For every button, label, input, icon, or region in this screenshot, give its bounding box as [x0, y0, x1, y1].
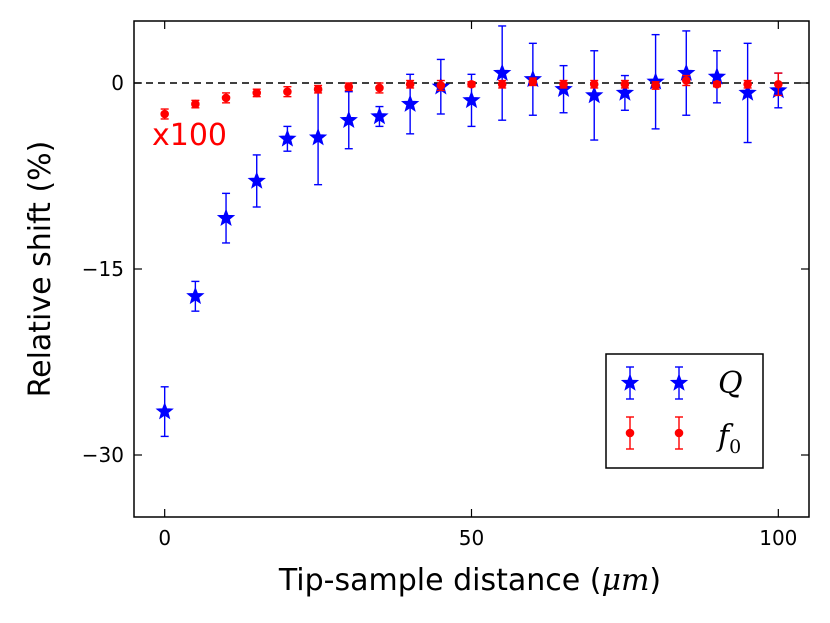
series-f0	[160, 72, 783, 120]
data-point-star	[615, 83, 635, 101]
data-point-circle	[559, 79, 568, 89]
x-axis-label-unit: μm	[601, 563, 649, 598]
legend-label-q: Q	[718, 366, 743, 401]
legend-label-f0-sub: 0	[729, 436, 741, 458]
tick-labels: 0 50 100 0 −15 −30	[82, 71, 798, 550]
data-point-circle	[252, 88, 262, 98]
data-point-circle	[774, 79, 783, 89]
y-axis-label: Relative shift (%)	[23, 141, 58, 398]
data-point-circle	[375, 83, 384, 93]
x-axis-label: Tip-sample distance (μm)	[278, 563, 661, 598]
data-point-star	[493, 63, 512, 81]
data-point-star	[339, 110, 358, 128]
data-point-circle	[221, 93, 231, 103]
data-point-star	[186, 286, 205, 305]
x-tick-label: 100	[759, 526, 797, 550]
data-point-star	[370, 106, 389, 125]
data-point-circle	[436, 81, 446, 90]
data-series	[155, 25, 788, 438]
data-point-circle	[313, 84, 323, 94]
data-point-circle	[681, 76, 691, 85]
legend-star-marker	[669, 373, 689, 391]
data-point-circle	[344, 82, 354, 92]
data-point-star	[308, 127, 328, 146]
data-point-circle	[497, 79, 507, 89]
legend-circle-marker	[674, 428, 684, 438]
data-point-star	[400, 94, 420, 112]
data-point-circle	[589, 79, 599, 89]
data-point-circle	[620, 79, 630, 89]
x-tick-label: 50	[459, 526, 484, 550]
data-point-circle	[283, 87, 292, 96]
data-point-circle	[405, 79, 415, 89]
data-point-star	[216, 208, 236, 226]
y-tick-label: −15	[82, 257, 124, 281]
legend-circle-marker	[625, 428, 635, 438]
data-point-star	[155, 401, 174, 420]
data-point-star	[585, 85, 604, 104]
legend-star-marker	[620, 373, 640, 391]
data-point-star	[247, 171, 266, 189]
data-point-star	[278, 129, 297, 147]
plot-frame	[133, 20, 810, 518]
y-tick-label: 0	[111, 71, 124, 95]
data-point-circle	[467, 79, 476, 89]
data-point-circle	[712, 79, 722, 89]
annotation-x100: x100	[152, 118, 227, 153]
legend: Q f0	[605, 353, 764, 469]
x-axis-label-text: Tip-sample distance (	[278, 563, 602, 598]
legend-markers	[620, 366, 689, 450]
data-point-star	[738, 83, 757, 101]
data-point-circle	[651, 81, 660, 90]
data-point-star	[462, 90, 481, 109]
data-point-circle	[191, 99, 200, 109]
y-tick-label: −30	[82, 443, 124, 467]
data-point-circle	[160, 109, 169, 119]
data-point-circle	[528, 77, 538, 87]
x-axis-label-close: )	[649, 563, 661, 598]
x-tick-label: 0	[158, 526, 171, 550]
data-point-circle	[743, 79, 752, 89]
